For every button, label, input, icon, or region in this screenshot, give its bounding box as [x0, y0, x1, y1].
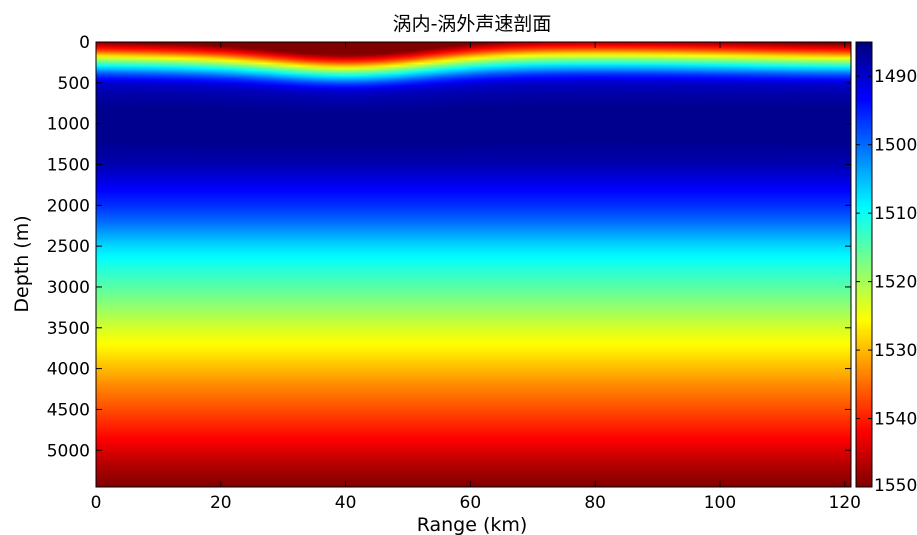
- colorbar-tick-label: 1510: [874, 204, 917, 224]
- y-tick-label: 3000: [47, 278, 90, 298]
- colorbar-ticks: 1490 1500 1510 1520 1530 1540 1550: [856, 67, 917, 496]
- colorbar: 1490 1500 1510 1520 1530 1540 1550: [855, 41, 917, 496]
- x-axis-ticks: 0 20 40 60 80 100 120: [91, 42, 861, 513]
- y-axis-ticks: 0 500 1000 1500 2000 2500 3000 3500 4000 4500 5000: [47, 33, 851, 461]
- x-tick-label: 0: [91, 493, 102, 513]
- x-tick-label: 60: [460, 493, 482, 513]
- colorbar-gradient: [856, 42, 872, 487]
- colorbar-tick-label: 1550: [874, 476, 917, 496]
- y-tick-label: 1000: [47, 115, 90, 135]
- colorbar-tick-label: 1500: [874, 136, 917, 156]
- y-axis-label: Depth (m): [11, 215, 33, 312]
- y-tick-label: 1500: [47, 155, 90, 175]
- y-tick-label: 5000: [47, 441, 90, 461]
- y-tick-label: 0: [79, 33, 90, 53]
- x-tick-label: 100: [704, 493, 736, 513]
- x-tick-label: 20: [210, 493, 232, 513]
- plot-frame: [95, 41, 852, 488]
- y-tick-label: 2000: [47, 196, 90, 216]
- y-tick-label: 3500: [47, 319, 90, 339]
- y-tick-label: 500: [58, 74, 90, 94]
- colorbar-tick-label: 1490: [874, 67, 917, 87]
- colorbar-tick-label: 1530: [874, 341, 917, 361]
- x-tick-label: 120: [829, 493, 861, 513]
- colorbar-tick-label: 1540: [874, 410, 917, 430]
- x-axis-label: Range (km): [417, 514, 528, 535]
- y-tick-label: 2500: [47, 237, 90, 257]
- y-tick-label: 4000: [47, 360, 90, 380]
- x-tick-label: 80: [584, 493, 606, 513]
- y-tick-label: 4500: [47, 400, 90, 420]
- heatmap-area: [96, 42, 851, 487]
- colorbar-frame: [855, 41, 873, 488]
- chart-title: 涡内-涡外声速剖面: [393, 13, 552, 35]
- heatmap-image: [96, 42, 851, 487]
- colorbar-tick-label: 1520: [874, 273, 917, 293]
- x-tick-label: 40: [335, 493, 357, 513]
